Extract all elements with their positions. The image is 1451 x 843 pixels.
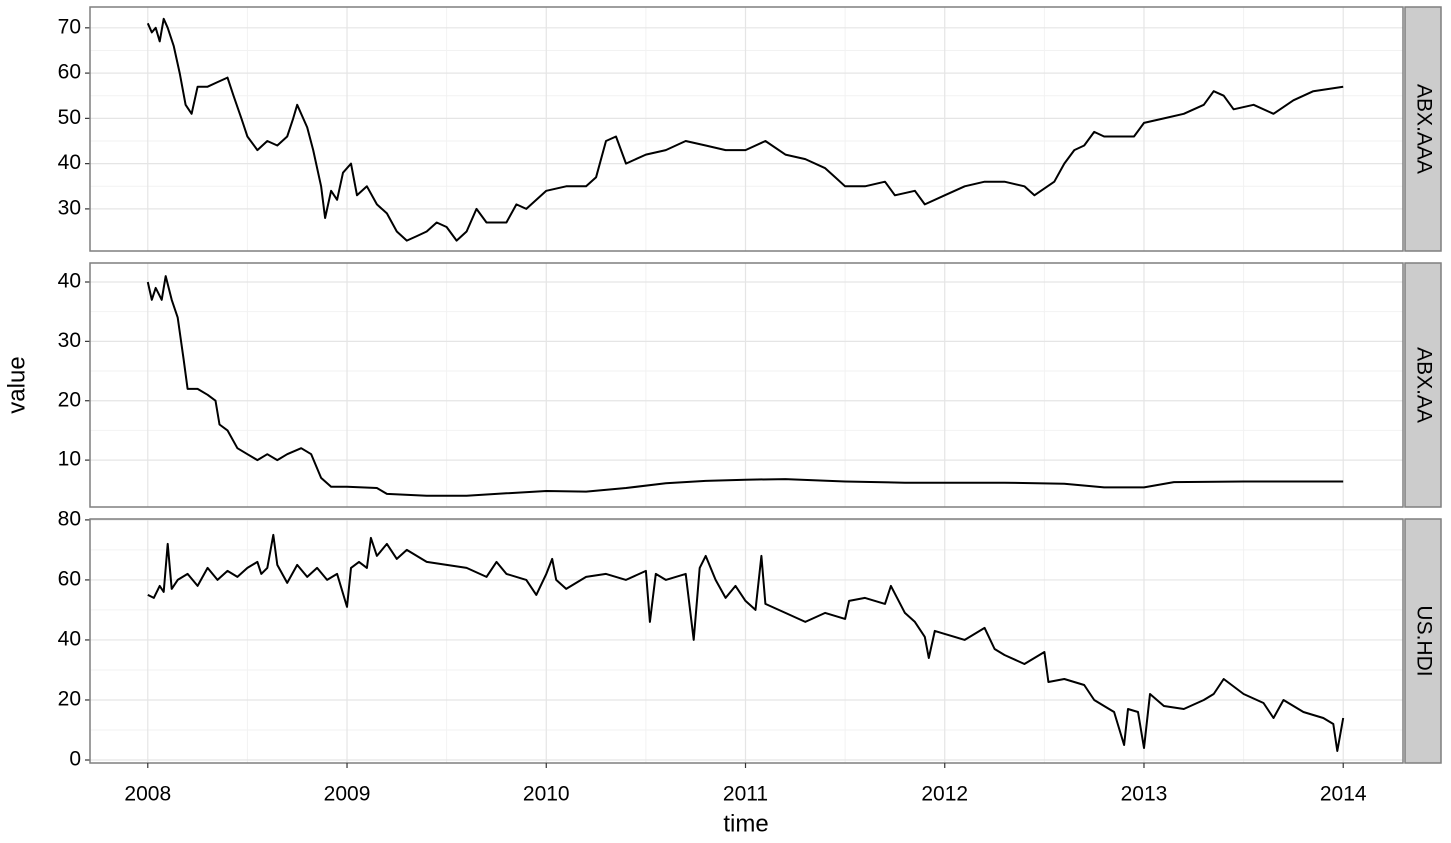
- strip-label: ABX.AA: [1412, 347, 1435, 423]
- y-tick-label: 30: [58, 196, 81, 219]
- y-tick-label: 60: [58, 61, 81, 84]
- y-tick-label: 50: [58, 106, 81, 129]
- panel-border: [89, 6, 1404, 252]
- strip-label: ABX.AAA: [1412, 84, 1435, 174]
- y-tick-label: 70: [58, 15, 81, 38]
- x-axis-label: time: [723, 810, 768, 837]
- x-tick-label: 2009: [324, 783, 371, 806]
- y-tick-label: 40: [58, 151, 81, 174]
- strip: [1404, 6, 1442, 252]
- y-tick-label: 80: [58, 507, 81, 530]
- x-tick-label: 2008: [124, 783, 171, 806]
- y-axis-label: value: [3, 356, 30, 413]
- panel-border: [89, 262, 1404, 508]
- strip: [1404, 262, 1442, 508]
- y-tick-label: 20: [58, 688, 81, 711]
- y-tick-label: 40: [58, 627, 81, 650]
- series-line: [147, 533, 1345, 752]
- y-tick-label: 60: [58, 567, 81, 590]
- x-tick-label: 2012: [921, 783, 968, 806]
- x-tick-label: 2011: [723, 783, 768, 806]
- strip-label: US.HDI: [1412, 605, 1435, 676]
- y-tick-label: 30: [58, 329, 81, 352]
- panel: [90, 7, 1403, 251]
- y-tick-label: 0: [69, 748, 81, 771]
- x-tick-label: 2013: [1121, 783, 1168, 806]
- y-tick-label: 20: [58, 388, 81, 411]
- series-line: [146, 275, 1344, 497]
- x-tick-label: 2010: [523, 783, 570, 806]
- panel: [90, 263, 1403, 507]
- panel: [90, 519, 1403, 763]
- series-line: [146, 17, 1344, 242]
- panel-border: [89, 518, 1404, 764]
- x-tick-label: 2014: [1320, 783, 1367, 806]
- y-tick-label: 10: [58, 448, 81, 471]
- strip: [1404, 518, 1442, 764]
- y-tick-label: 40: [58, 270, 81, 293]
